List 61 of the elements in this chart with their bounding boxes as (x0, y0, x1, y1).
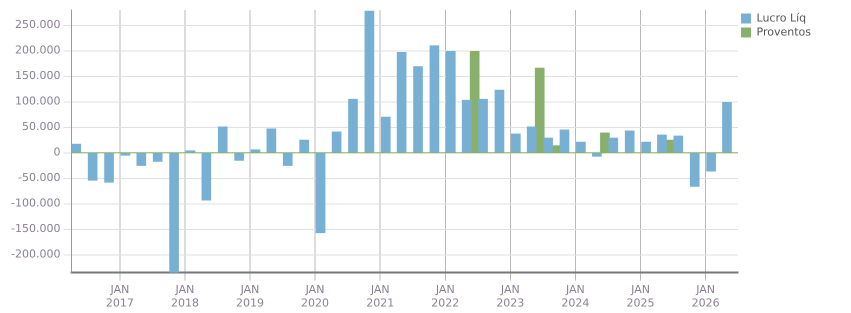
bar (332, 132, 342, 153)
bar (299, 140, 309, 153)
bar (396, 52, 406, 153)
bar (202, 152, 212, 201)
x-tick-label: JAN 2017 (106, 283, 134, 310)
bar (380, 116, 391, 153)
x-tick-label: JAN 2026 (692, 283, 720, 310)
bar (348, 98, 358, 153)
bar (478, 98, 488, 153)
bar (608, 138, 618, 153)
y-tick-label: -150.000 (10, 222, 60, 236)
legend-label: Lucro Líq (756, 11, 806, 24)
x-tick-label: JAN 2023 (496, 283, 524, 310)
y-tick-label: -200.000 (10, 248, 60, 261)
bar (690, 152, 700, 187)
bar (511, 134, 521, 153)
bar (706, 152, 716, 172)
bar (152, 152, 163, 162)
legend-label: Proventos (756, 25, 812, 38)
bar (641, 142, 651, 153)
bar (186, 150, 196, 153)
bar (282, 152, 293, 166)
x-tick-label: JAN 2025 (626, 283, 655, 310)
y-tick-label: 0 (53, 146, 60, 159)
x-tick-label: JAN 2022 (431, 283, 460, 310)
y-tick-label: -50.000 (18, 171, 60, 184)
bar (624, 130, 635, 153)
bar (674, 136, 684, 153)
bar (446, 50, 456, 153)
x-tick-label: JAN 2019 (236, 283, 264, 310)
x-tick-label: JAN 2024 (561, 283, 590, 310)
y-tick-label: 250.000 (14, 18, 60, 32)
bar (250, 149, 260, 153)
bar (136, 152, 146, 166)
bar (104, 152, 114, 183)
bar (462, 100, 472, 153)
x-tick-label: JAN 2018 (170, 283, 199, 310)
x-tick-label: JAN 2020 (301, 283, 330, 310)
bar (526, 126, 537, 153)
x-tick-label: JAN 2021 (366, 283, 394, 310)
bar (316, 152, 326, 234)
bar (364, 10, 374, 153)
y-tick-label: 200.000 (14, 44, 60, 57)
bar (560, 129, 570, 153)
bar (218, 126, 228, 153)
bar (494, 90, 504, 153)
y-tick-label: 150.000 (14, 69, 60, 82)
bar (413, 66, 423, 153)
bar (576, 142, 586, 153)
bar (543, 138, 553, 153)
y-tick-label: -100.000 (10, 196, 60, 210)
bar (234, 152, 244, 161)
bar (169, 152, 179, 273)
y-tick-label: 100.000 (14, 94, 60, 108)
y-tick-label: 50.000 (22, 120, 60, 134)
bar (722, 102, 732, 153)
bar (657, 134, 667, 153)
bar (88, 152, 98, 181)
bar (71, 144, 82, 153)
bar (430, 45, 440, 153)
bar (266, 128, 276, 153)
